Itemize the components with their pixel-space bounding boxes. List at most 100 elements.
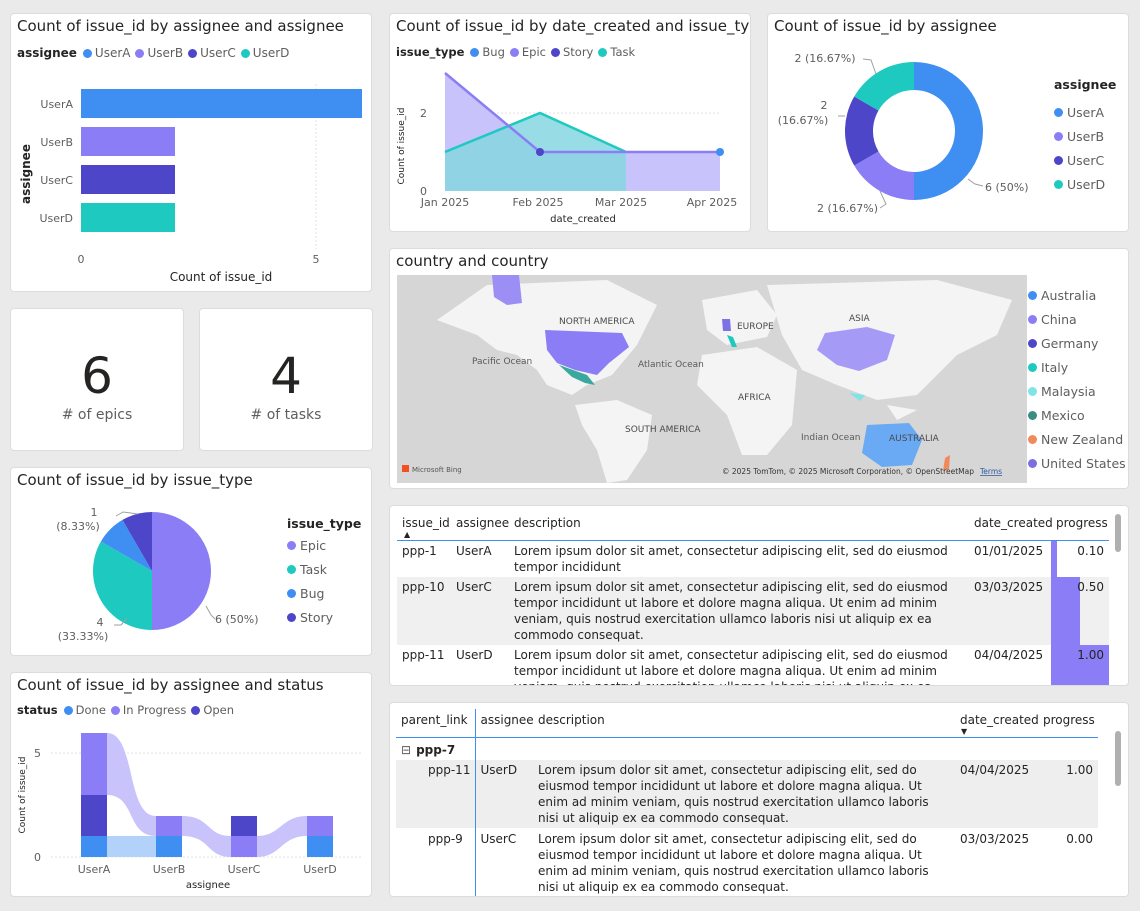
legend-item-epic[interactable]: Epic: [509, 45, 546, 59]
legend-item-usera[interactable]: UserA: [1054, 100, 1116, 124]
legend-item-userd[interactable]: UserD: [240, 46, 289, 60]
matrix-scrollbar[interactable]: [1115, 731, 1121, 786]
legend-item-story[interactable]: Story: [287, 605, 361, 629]
country-italy[interactable]: [727, 335, 737, 347]
segment-userd-in-progress[interactable]: [307, 816, 333, 836]
collapse-icon[interactable]: ⊟: [401, 743, 412, 757]
pie-slice-epic[interactable]: [152, 512, 211, 630]
legend-item-usera[interactable]: UserA: [82, 46, 130, 60]
country-malaysia[interactable]: [849, 393, 865, 401]
segment-usera-done[interactable]: [81, 836, 107, 857]
x-tick: UserB: [153, 863, 186, 876]
legend-item-userc[interactable]: UserC: [1054, 148, 1116, 172]
segment-userb-in-progress[interactable]: [156, 816, 182, 836]
task-line[interactable]: [444, 111, 627, 154]
country-germany[interactable]: [722, 319, 731, 331]
table-row[interactable]: ppp-1 UserA Lorem ipsum dolor sit amet, …: [397, 541, 1109, 577]
legend-item-epic[interactable]: Epic: [287, 533, 361, 557]
segment-userc-in-progress[interactable]: [231, 836, 257, 857]
matrix-card[interactable]: parent_link assignee description date_cr…: [389, 702, 1129, 897]
legend-item-userc[interactable]: UserC: [188, 46, 236, 60]
table-scrollbar[interactable]: [1115, 514, 1121, 552]
bar-usera[interactable]: [81, 89, 362, 118]
epic-line[interactable]: [444, 72, 720, 154]
country-mexico[interactable]: [559, 365, 595, 385]
donut-slice-userc[interactable]: [844, 96, 879, 166]
column-header-progress[interactable]: progress: [1038, 709, 1098, 738]
legend-item-china[interactable]: China: [1028, 307, 1126, 331]
legend-item-task[interactable]: Task: [287, 557, 361, 581]
table-row[interactable]: ppp-11 UserD Lorem ipsum dolor sit amet,…: [396, 760, 1098, 828]
column-header-label: progress: [1043, 713, 1095, 727]
map-card[interactable]: country and country NORTH AMERICA EUROPE…: [389, 248, 1129, 489]
status-chart-card[interactable]: Count of issue_id by assignee and status…: [10, 672, 372, 897]
legend-item-userd[interactable]: UserD: [1054, 172, 1116, 196]
column-header-assignee[interactable]: assignee: [451, 512, 509, 541]
legend-item-mexico[interactable]: Mexico: [1028, 403, 1126, 427]
donut-slice-userd[interactable]: [854, 62, 914, 111]
land-south-america: [575, 400, 652, 483]
country-united-states[interactable]: [545, 330, 629, 375]
donut-slice-usera[interactable]: [914, 62, 983, 200]
segment-userb-done[interactable]: [156, 836, 182, 857]
bar-userb[interactable]: [81, 127, 175, 156]
legend-label: Task: [300, 561, 327, 577]
legend-item-bug[interactable]: Bug: [287, 581, 361, 605]
column-header-parent-link[interactable]: parent_link: [396, 709, 475, 738]
legend-item-bug[interactable]: Bug: [470, 45, 505, 59]
donut-card[interactable]: Count of issue_id by assignee 6 (50%) 2 …: [767, 13, 1129, 232]
country-alaska[interactable]: [492, 275, 522, 305]
column-header-assignee[interactable]: assignee: [474, 709, 534, 738]
column-header-progress[interactable]: progress: [1051, 512, 1109, 541]
table-row[interactable]: ppp-10 UserC Lorem ipsum dolor sit amet,…: [397, 577, 1109, 645]
legend-dot: [509, 47, 519, 57]
assignee-bar-card[interactable]: Count of issue_id by assignee and assign…: [10, 13, 372, 292]
group-empty-cell: [533, 738, 955, 761]
segment-usera-in-progress[interactable]: [81, 733, 107, 795]
story-point[interactable]: [536, 148, 544, 156]
legend-item-task[interactable]: Task: [598, 45, 635, 59]
column-header-date-created[interactable]: date_created ▼: [955, 709, 1039, 738]
legend-item-australia[interactable]: Australia: [1028, 283, 1126, 307]
segment-userc-open[interactable]: [231, 816, 257, 836]
country-australia[interactable]: [862, 423, 922, 467]
kpi-tasks-card[interactable]: 4 # of tasks: [199, 308, 373, 451]
kpi-epics-card[interactable]: 6 # of epics: [10, 308, 184, 451]
bug-point[interactable]: [716, 148, 724, 156]
column-header-description[interactable]: description: [533, 709, 955, 738]
terms-link[interactable]: Terms: [979, 467, 1002, 476]
legend-item-malaysia[interactable]: Malaysia: [1028, 379, 1126, 403]
legend-item-in-progress[interactable]: In Progress: [110, 703, 186, 717]
column-header-date-created[interactable]: date_created: [969, 512, 1053, 541]
column-header-description[interactable]: description: [509, 512, 969, 541]
legend-item-italy[interactable]: Italy: [1028, 355, 1126, 379]
legend-item-userb[interactable]: UserB: [135, 46, 183, 60]
table-row[interactable]: ppp-11 UserD Lorem ipsum dolor sit amet,…: [397, 645, 1109, 685]
pie-slice-task[interactable]: [92, 541, 152, 631]
area-chart-card[interactable]: Count of issue_id by date_created and is…: [389, 13, 751, 232]
pie-card[interactable]: Count of issue_id by issue_type 1 (8.33%…: [10, 467, 372, 656]
legend-item-story[interactable]: Story: [550, 45, 593, 59]
legend-item-open[interactable]: Open: [191, 703, 234, 717]
map-canvas[interactable]: NORTH AMERICA EUROPE ASIA Pacific Ocean …: [397, 275, 1027, 483]
legend-item-germany[interactable]: Germany: [1028, 331, 1126, 355]
country-new-zealand[interactable]: [943, 455, 950, 471]
land-europe: [702, 290, 777, 345]
legend-item-userb[interactable]: UserB: [1054, 124, 1116, 148]
issues-table-card[interactable]: issue_id ▲ assignee description date_crea…: [389, 505, 1129, 686]
segment-usera-open[interactable]: [81, 795, 107, 836]
legend-item-united-states[interactable]: United States: [1028, 451, 1126, 475]
bar-userd[interactable]: [81, 203, 175, 232]
table-row[interactable]: ppp-9 UserC Lorem ipsum dolor sit amet, …: [396, 828, 1098, 896]
bar-userc[interactable]: [81, 165, 175, 194]
group-row[interactable]: ⊟ ppp-7: [396, 737, 1098, 761]
country-china[interactable]: [817, 327, 895, 371]
assignee-bar-title: Count of issue_id by assignee and assign…: [17, 17, 344, 35]
pie-slice-bug[interactable]: [100, 519, 152, 571]
donut-slice-userb[interactable]: [854, 151, 914, 201]
segment-userd-done[interactable]: [307, 836, 333, 857]
legend-item-new-zealand[interactable]: New Zealand: [1028, 427, 1126, 451]
pie-slice-story[interactable]: [122, 512, 153, 571]
column-header-issue-id[interactable]: issue_id ▲: [397, 512, 451, 541]
legend-item-done[interactable]: Done: [63, 703, 106, 717]
